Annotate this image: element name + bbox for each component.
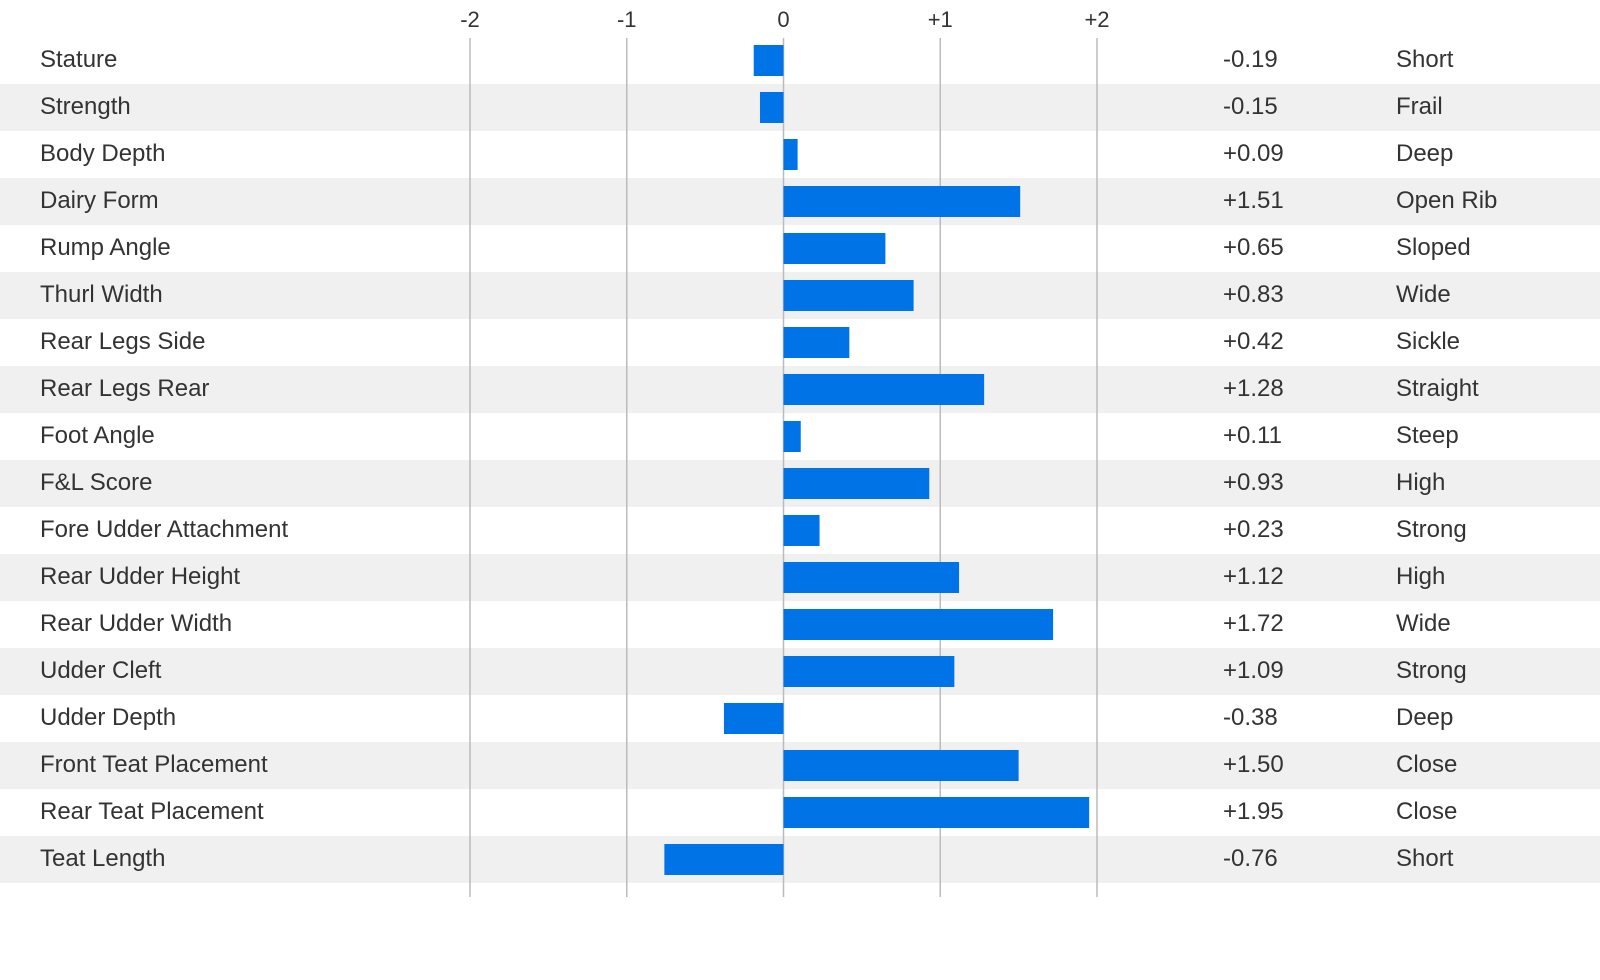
descriptor: Wide xyxy=(1396,610,1451,637)
descriptor: Close xyxy=(1396,798,1457,825)
bar xyxy=(783,186,1021,217)
bar xyxy=(783,750,1019,781)
category-label: Udder Depth xyxy=(40,704,176,731)
category-label: Strength xyxy=(40,93,131,120)
descriptor: Deep xyxy=(1396,140,1453,167)
bar xyxy=(723,703,784,734)
category-label: Teat Length xyxy=(40,845,165,872)
row-background xyxy=(0,836,1600,883)
x-tick-label: 0 xyxy=(777,7,789,32)
category-label: Rear Legs Rear xyxy=(40,375,209,402)
descriptor: Deep xyxy=(1396,704,1453,731)
value-label: +0.23 xyxy=(1223,516,1284,543)
row-background xyxy=(0,84,1600,131)
value-label: +0.42 xyxy=(1223,328,1284,355)
descriptor: Open Rib xyxy=(1396,187,1497,214)
descriptor: High xyxy=(1396,563,1445,590)
descriptor: High xyxy=(1396,469,1445,496)
descriptor: Strong xyxy=(1396,657,1467,684)
value-label: +1.50 xyxy=(1223,751,1284,778)
category-label: Rear Teat Placement xyxy=(40,798,264,825)
bar xyxy=(783,327,850,358)
bar xyxy=(783,468,930,499)
descriptor: Sloped xyxy=(1396,234,1471,261)
category-label: Body Depth xyxy=(40,140,165,167)
bar xyxy=(783,515,820,546)
descriptor: Close xyxy=(1396,751,1457,778)
bar xyxy=(783,233,886,264)
bar xyxy=(783,280,914,311)
value-label: +1.12 xyxy=(1223,563,1284,590)
category-label: Thurl Width xyxy=(40,281,163,308)
category-label: Fore Udder Attachment xyxy=(40,516,288,543)
bar xyxy=(783,609,1054,640)
x-tick-label: +2 xyxy=(1084,7,1109,32)
marks xyxy=(664,45,1090,875)
category-label: Front Teat Placement xyxy=(40,751,268,778)
category-label: Stature xyxy=(40,46,117,73)
descriptor: Sickle xyxy=(1396,328,1460,355)
descriptor: Wide xyxy=(1396,281,1451,308)
descriptor: Short xyxy=(1396,845,1454,872)
bar xyxy=(783,374,985,405)
category-label: Udder Cleft xyxy=(40,657,162,684)
value-label: +0.83 xyxy=(1223,281,1284,308)
descriptor: Short xyxy=(1396,46,1454,73)
category-label: F&L Score xyxy=(40,469,153,496)
descriptor: Frail xyxy=(1396,93,1443,120)
category-label: Foot Angle xyxy=(40,422,155,449)
bar xyxy=(783,562,960,593)
value-label: -0.38 xyxy=(1223,704,1278,731)
value-label: +1.51 xyxy=(1223,187,1284,214)
value-label: +0.11 xyxy=(1223,422,1282,449)
category-label: Dairy Form xyxy=(40,187,159,214)
bar xyxy=(783,656,955,687)
x-tick-label: -1 xyxy=(617,7,637,32)
x-tick-label: -2 xyxy=(460,7,480,32)
value-label: +1.72 xyxy=(1223,610,1284,637)
bar xyxy=(783,139,798,170)
value-label: -0.19 xyxy=(1223,46,1278,73)
descriptor: Steep xyxy=(1396,422,1459,449)
value-label: -0.15 xyxy=(1223,93,1278,120)
value-label: +1.28 xyxy=(1223,375,1284,402)
value-label: +1.09 xyxy=(1223,657,1284,684)
category-label: Rear Udder Width xyxy=(40,610,232,637)
bar xyxy=(783,797,1090,828)
value-label: +0.65 xyxy=(1223,234,1284,261)
bar xyxy=(664,844,784,875)
descriptor: Strong xyxy=(1396,516,1467,543)
value-label: -0.76 xyxy=(1223,845,1278,872)
value-label: +1.95 xyxy=(1223,798,1284,825)
x-tick-label: +1 xyxy=(928,7,953,32)
value-label: +0.09 xyxy=(1223,140,1284,167)
category-label: Rump Angle xyxy=(40,234,171,261)
category-label: Rear Legs Side xyxy=(40,328,205,355)
bar xyxy=(753,45,784,76)
bar xyxy=(783,421,801,452)
value-label: +0.93 xyxy=(1223,469,1284,496)
descriptor: Straight xyxy=(1396,375,1479,402)
category-label: Rear Udder Height xyxy=(40,563,240,590)
bar xyxy=(759,92,784,123)
